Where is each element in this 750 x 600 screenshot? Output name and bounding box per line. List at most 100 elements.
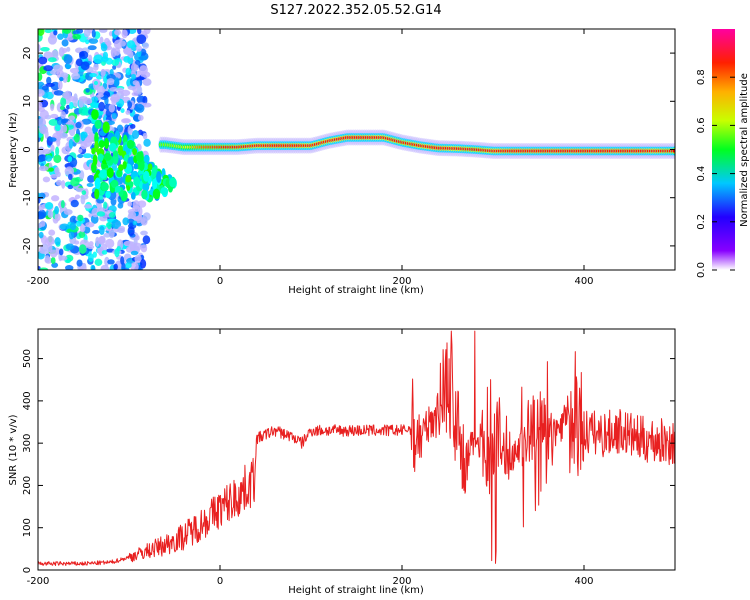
spectrogram-cell <box>136 34 147 45</box>
spectrogram-cell <box>113 263 118 270</box>
y-tick-label: 0 <box>22 146 33 152</box>
spectrogram-cell <box>91 96 99 103</box>
spectrogram-cell <box>87 244 95 250</box>
x-tick-label: -200 <box>27 576 50 587</box>
spectrogram-cell <box>38 231 44 239</box>
colorbar-tick-label: 0.6 <box>696 117 707 133</box>
spectrogram-cell <box>68 115 76 121</box>
snr-series-line <box>38 330 675 566</box>
spectrogram-cell <box>62 29 72 35</box>
spectrogram-cell <box>143 138 151 147</box>
spectrogram-cell <box>105 41 112 47</box>
spectrogram-cell <box>38 56 48 65</box>
spectrogram-cell <box>138 55 148 61</box>
spectrogram-panel: -200 0 200 400 -20 -10 0 10 20 Height of straigh… <box>8 28 676 296</box>
spectrogram-cell <box>127 226 135 236</box>
spectrogram-cell <box>127 156 135 166</box>
spectrogram-cell <box>39 109 49 120</box>
spectrogram-cell <box>38 72 43 81</box>
y-tick-label: -20 <box>22 238 33 254</box>
spectrogram-cell <box>114 29 122 36</box>
spectrogram-cell <box>69 222 77 231</box>
spectrogram-cell <box>45 91 54 100</box>
spectrogram-cell <box>137 86 143 95</box>
spectrogram-cell <box>139 65 148 75</box>
spectrogram-cell <box>61 179 66 189</box>
spectrogram-cell <box>38 29 45 36</box>
spectrogram-cell <box>93 54 104 64</box>
spectrogram-cell <box>38 209 47 219</box>
spectrogram-cell <box>80 195 86 205</box>
spectrogram-cell <box>64 166 75 177</box>
spectrogram-cell <box>47 243 53 253</box>
spectrogram-cell <box>138 159 145 171</box>
spectrogram-cell <box>73 133 80 143</box>
spectrogram-cell <box>96 211 106 217</box>
spectrogram-cell <box>78 148 83 154</box>
spectrogram-cell <box>42 148 52 155</box>
spectrogram-ylabel: Frequency (Hz) <box>8 112 19 188</box>
spectrogram-cell <box>137 114 144 121</box>
spectrogram-cell <box>117 227 125 233</box>
spectrogram-cell <box>169 177 177 188</box>
spectrogram-cell <box>83 29 91 38</box>
spectrogram-cell <box>123 240 134 247</box>
spectrogram-cell <box>69 67 80 74</box>
spectrogram-cell <box>39 267 49 270</box>
spectrogram-cell <box>81 118 92 125</box>
y-tick-label: 20 <box>22 47 33 60</box>
spectrogram-cell <box>85 88 90 93</box>
spectrogram-cell <box>91 265 96 270</box>
spectrogram-cell <box>137 129 144 136</box>
spectrogram-cell <box>104 137 109 150</box>
spectrogram-cell <box>57 33 64 40</box>
spectrogram-cell <box>132 242 143 251</box>
spectrogram-cell <box>79 224 86 233</box>
spectrogram-cell <box>65 265 74 270</box>
spectrogram-cell <box>106 78 115 86</box>
spectrogram-cell <box>80 131 88 139</box>
spectrogram-cell <box>60 96 67 107</box>
x-tick-label: -200 <box>27 276 50 287</box>
spectrogram-cell <box>112 65 117 70</box>
x-tick-label: 0 <box>217 276 223 287</box>
spectrogram-cell <box>65 243 75 251</box>
spectrogram-cell <box>45 82 55 87</box>
spectrogram-cell <box>105 190 111 199</box>
spectrogram-cell <box>49 249 58 258</box>
spectrogram-cell <box>47 34 58 45</box>
spectrogram-cell <box>127 201 133 207</box>
spectrogram-cell <box>87 45 97 51</box>
y-tick-label: 400 <box>22 391 33 410</box>
spectrogram-cell <box>50 195 60 202</box>
spectrogram-cell <box>116 124 124 133</box>
spectrogram-cell <box>117 202 124 209</box>
spectrogram-cell <box>41 85 49 91</box>
spectrogram-cell <box>76 220 82 227</box>
spectrogram-cell <box>142 42 149 49</box>
spectrogram-cell <box>132 200 140 210</box>
spectrogram-cell <box>103 201 108 209</box>
spectrogram-cell <box>130 73 137 80</box>
spectrogram-cell <box>56 116 63 126</box>
spectrogram-cell <box>142 102 152 108</box>
spectrogram-cell <box>105 238 115 249</box>
spectrogram-cell <box>101 182 109 192</box>
spectrogram-cell <box>140 230 148 236</box>
spectrogram-cell <box>85 222 95 228</box>
spectrogram-cell <box>118 164 124 171</box>
spectrogram-cell <box>77 154 84 159</box>
spectrogram-cell <box>46 76 52 85</box>
colorbar-ticks: 0.0 0.2 0.4 0.6 0.8 <box>696 69 735 278</box>
spectrogram-cell <box>114 77 120 87</box>
spectrogram-cell <box>103 152 112 162</box>
spectrogram-cell <box>38 165 49 172</box>
spectrogram-cell <box>43 65 53 72</box>
spectrogram-cell <box>134 254 142 264</box>
spectrogram-cell <box>122 118 130 123</box>
spectrogram-cell <box>133 163 139 170</box>
spectrogram-cell <box>128 181 134 188</box>
y-tick-label: -10 <box>22 190 33 206</box>
snr-ylabel: SNR (10 * v/v) <box>8 414 19 485</box>
